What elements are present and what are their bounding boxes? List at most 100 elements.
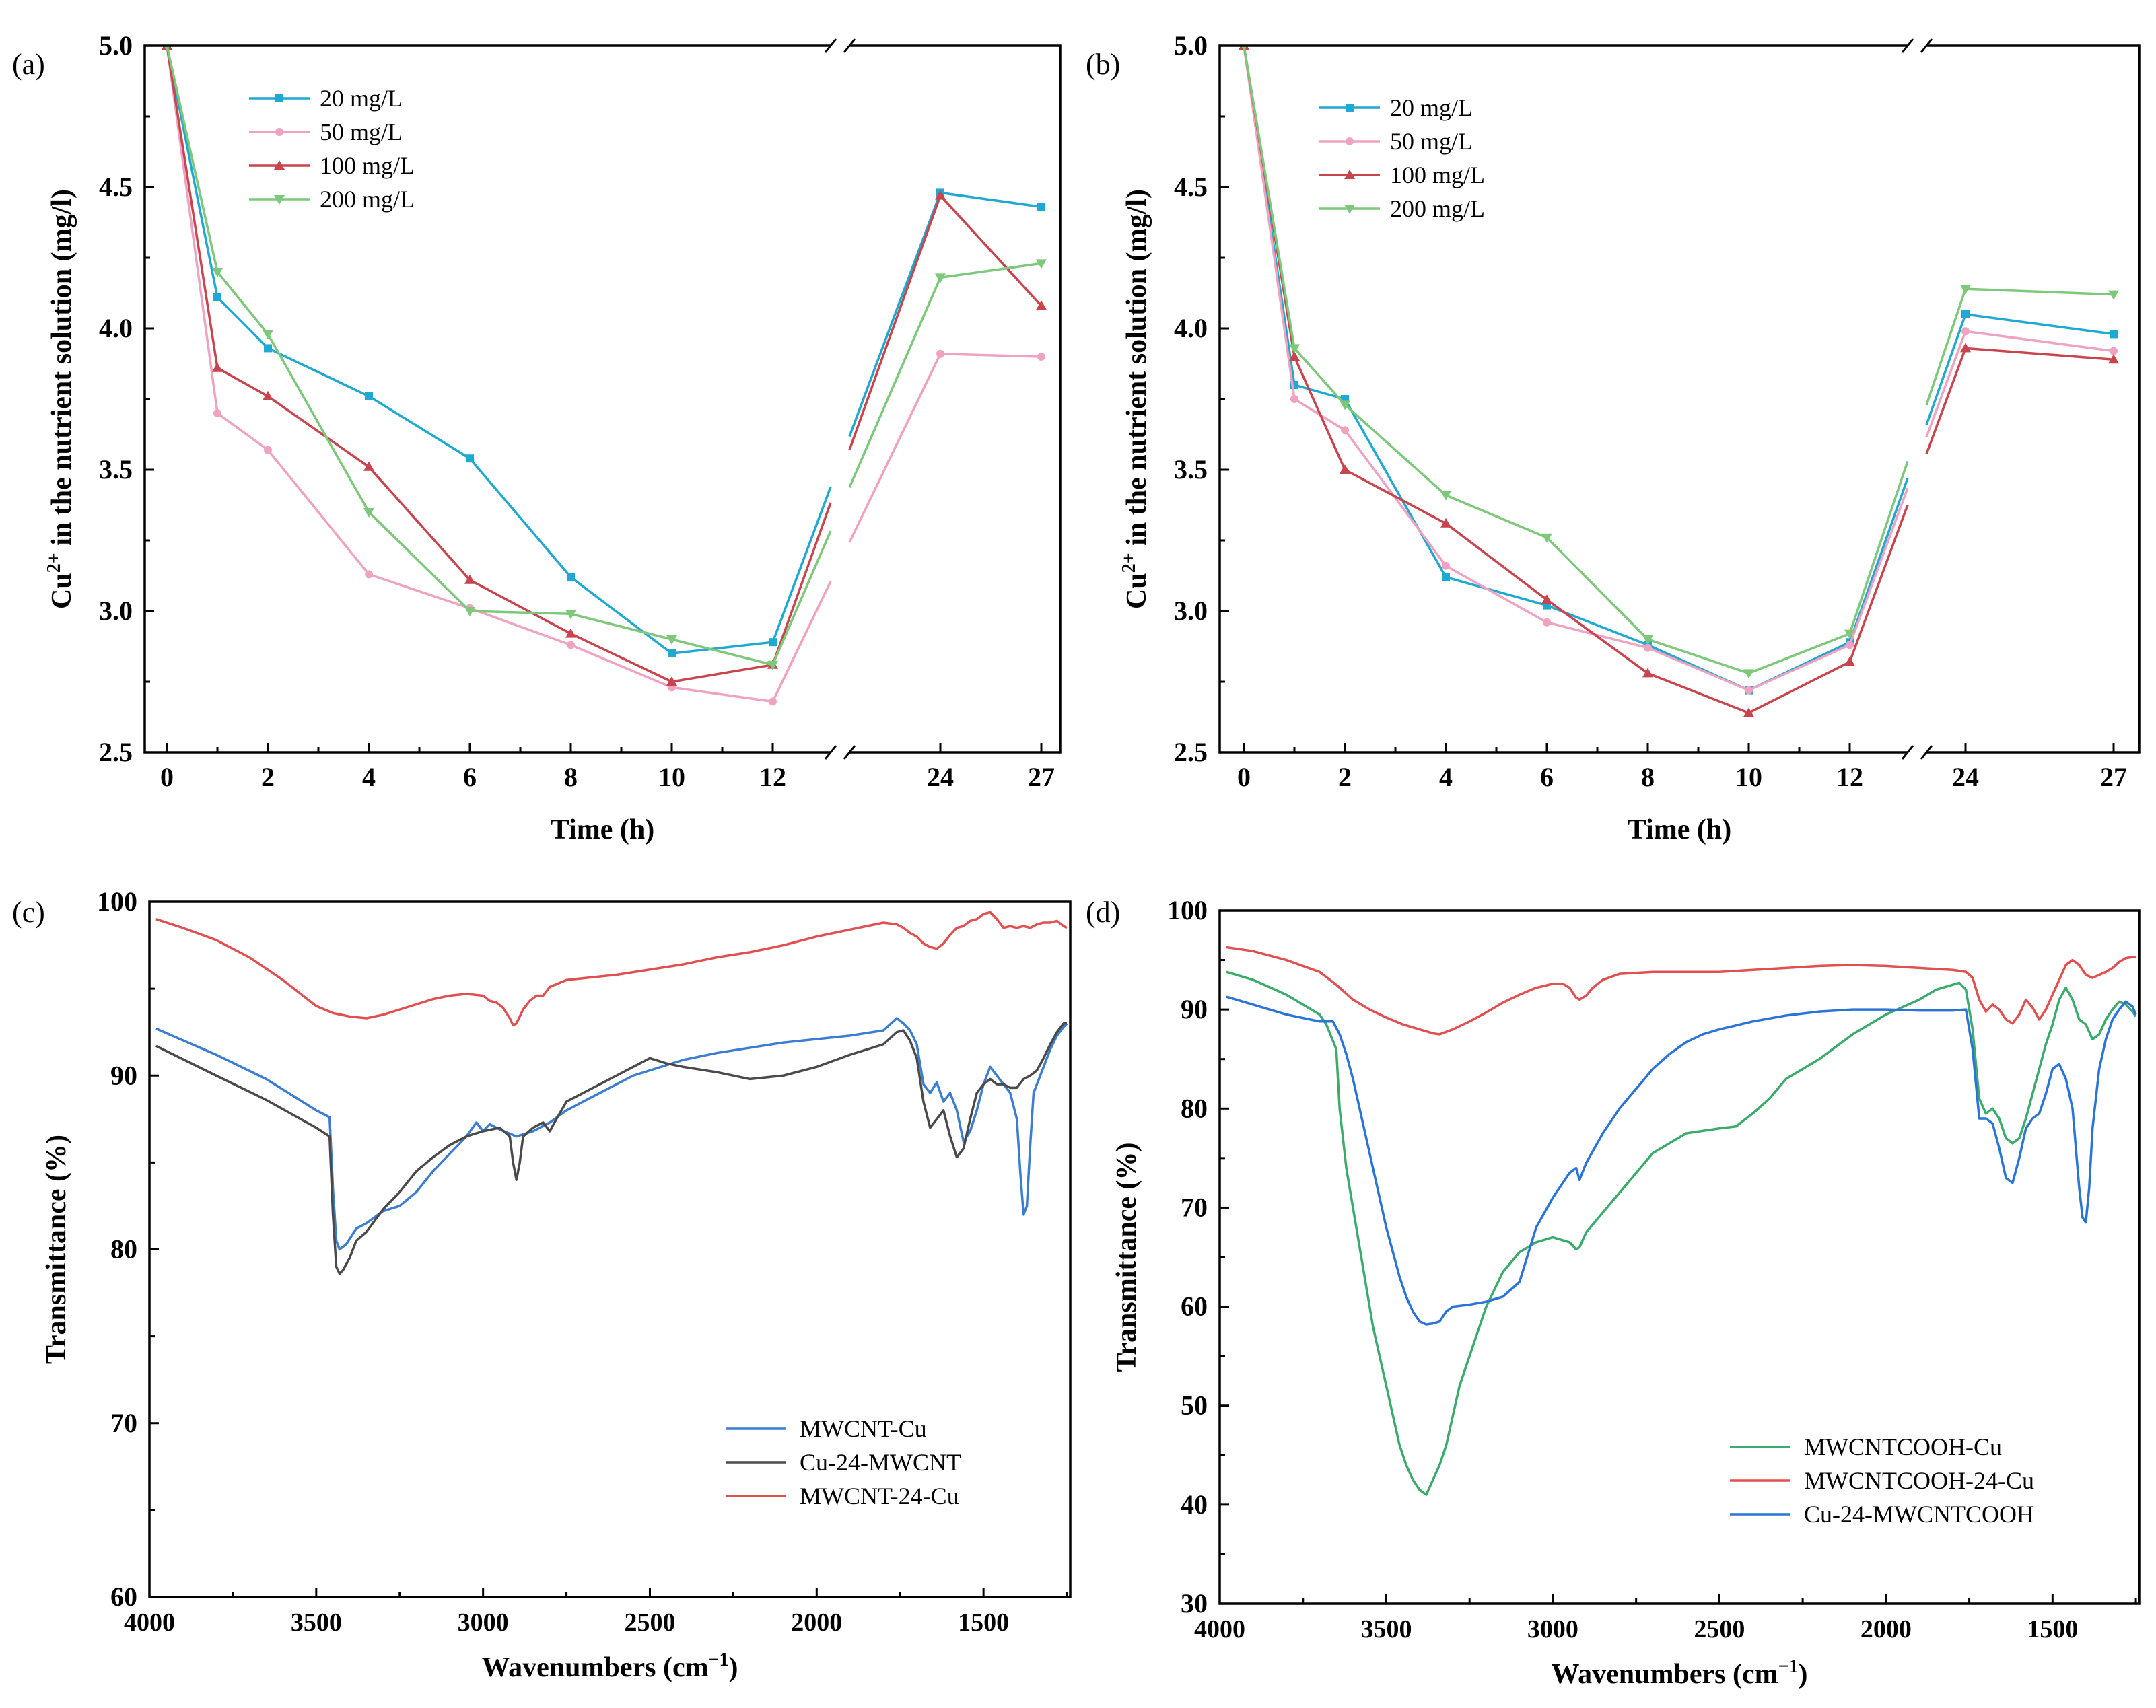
- axis-break-gap: [831, 748, 849, 756]
- data-point: [1642, 668, 1653, 678]
- axis-break-gap: [1908, 748, 1926, 756]
- x-tick-label: 4: [1439, 762, 1453, 792]
- x-axis-title-sup: −1: [709, 1649, 729, 1670]
- legend-marker: [1346, 137, 1354, 145]
- legend-marker: [274, 195, 285, 205]
- data-point: [1961, 327, 1970, 336]
- data-point: [565, 628, 576, 638]
- x-tick-label: 0: [1237, 762, 1251, 792]
- x-axis-title-main: Wavenumbers (cm: [481, 1652, 708, 1683]
- data-point: [264, 344, 272, 353]
- series-line-3: [1226, 995, 2137, 1326]
- legend-label: 50 mg/L: [320, 118, 403, 145]
- data-point: [565, 610, 576, 620]
- data-point: [1846, 641, 1854, 649]
- chart-panel-4: (d) 30 40 50 60 70 80 90 100 4000 3500 3000 2500 2000…: [1086, 895, 2141, 1690]
- legend-label: 200 mg/L: [1390, 195, 1485, 222]
- data-point: [769, 697, 777, 706]
- x-axis-title-end: ): [729, 1652, 738, 1683]
- x-axis-title: Time (h): [551, 814, 654, 845]
- data-point: [1844, 656, 1855, 666]
- y-axis-title-main: Cu: [46, 573, 77, 609]
- plot-frame: [143, 44, 1062, 754]
- data-point: [1340, 464, 1350, 474]
- legend-label: 200 mg/L: [320, 186, 415, 213]
- data-point: [263, 390, 273, 400]
- x-tick-label: 27: [1028, 762, 1055, 792]
- x-tick-label: 4: [362, 762, 376, 792]
- x-tick-label: 12: [759, 762, 786, 792]
- y-tick-label: 3.0: [99, 596, 133, 626]
- x-axis-title: Wavenumbers (cm−1): [481, 1649, 738, 1683]
- legend-label: Cu-24-MWCNTCOOH: [1804, 1501, 2034, 1528]
- data-point: [1289, 344, 1300, 354]
- y-tick-label: 3.5: [99, 454, 133, 485]
- data-point: [1442, 561, 1450, 570]
- data-point: [666, 635, 677, 645]
- y-tick-label: 5.0: [99, 30, 133, 61]
- data-point: [212, 268, 223, 277]
- data-point: [2110, 347, 2118, 355]
- y-tick-label: 90: [1181, 994, 1208, 1024]
- data-point: [1241, 46, 1247, 51]
- legend-marker: [275, 128, 283, 136]
- data-point: [769, 638, 777, 647]
- data-point: [213, 293, 221, 301]
- data-point: [164, 46, 170, 51]
- legend: 20 mg/L 50 mg/L 100 mg/L 200 mg/L: [249, 85, 415, 213]
- y-tick-label: 70: [110, 1408, 137, 1438]
- data-point: [1341, 426, 1349, 435]
- y-axis-title-rest: in the nutrient solution (mg/l): [46, 189, 77, 553]
- plot-frame: [1218, 909, 2141, 1605]
- legend-marker: [1344, 205, 1355, 214]
- x-tick-label: 1500: [958, 1608, 1009, 1637]
- x-tick-label: 6: [463, 762, 477, 792]
- data-point: [1289, 351, 1300, 361]
- data-point: [466, 454, 474, 463]
- data-point: [1960, 285, 1971, 295]
- data-point: [1037, 353, 1045, 361]
- y-tick-label: 3.0: [1174, 596, 1208, 626]
- x-tick-label: 2000: [791, 1608, 842, 1637]
- axis-break-gap: [831, 42, 849, 50]
- y-tick-label: 80: [110, 1234, 137, 1265]
- panel-letter: (c): [12, 896, 45, 929]
- data-point: [2108, 354, 2119, 364]
- data-point: [1642, 635, 1653, 645]
- x-tick-label: 2500: [1694, 1615, 1745, 1643]
- panel-letter: (d): [1086, 896, 1120, 929]
- y-tick-label: 80: [1181, 1093, 1208, 1123]
- data-point: [464, 574, 475, 584]
- y-tick-label: 3.5: [1174, 454, 1208, 485]
- axis-break-mark: [1901, 745, 1914, 760]
- x-tick-label: 3500: [1360, 1615, 1412, 1643]
- data-point: [1960, 343, 1971, 353]
- legend-marker: [274, 160, 285, 170]
- legend-marker: [1344, 170, 1355, 179]
- legend-label: 100 mg/L: [320, 152, 415, 179]
- legend: 20 mg/L 50 mg/L 100 mg/L 200 mg/L: [1319, 94, 1485, 222]
- x-axis-title: Wavenumbers (cm−1): [1551, 1656, 1807, 1690]
- y-tick-label: 40: [1181, 1489, 1208, 1520]
- y-axis-title-sup: 2+: [1119, 553, 1140, 573]
- data-point: [936, 349, 944, 358]
- data-point: [1644, 643, 1652, 652]
- x-tick-label: 10: [1735, 762, 1762, 792]
- plot-frame: [148, 900, 1072, 1598]
- y-tick-label: 4.0: [99, 313, 133, 343]
- y-tick-label: 2.5: [1174, 737, 1208, 767]
- data-point: [365, 392, 373, 400]
- axis-break-mark: [1920, 38, 1933, 53]
- x-tick-label: 8: [1641, 762, 1655, 792]
- series-line-2: [1226, 946, 2136, 1036]
- data-point: [263, 330, 273, 340]
- y-tick-label: 60: [110, 1581, 137, 1612]
- data-point: [1541, 594, 1552, 604]
- x-tick-label: 4000: [1194, 1615, 1245, 1643]
- axis-break-mark: [1901, 38, 1914, 53]
- axis-break-mark: [1920, 745, 1933, 760]
- data-point: [935, 190, 946, 200]
- data-point: [1743, 707, 1754, 717]
